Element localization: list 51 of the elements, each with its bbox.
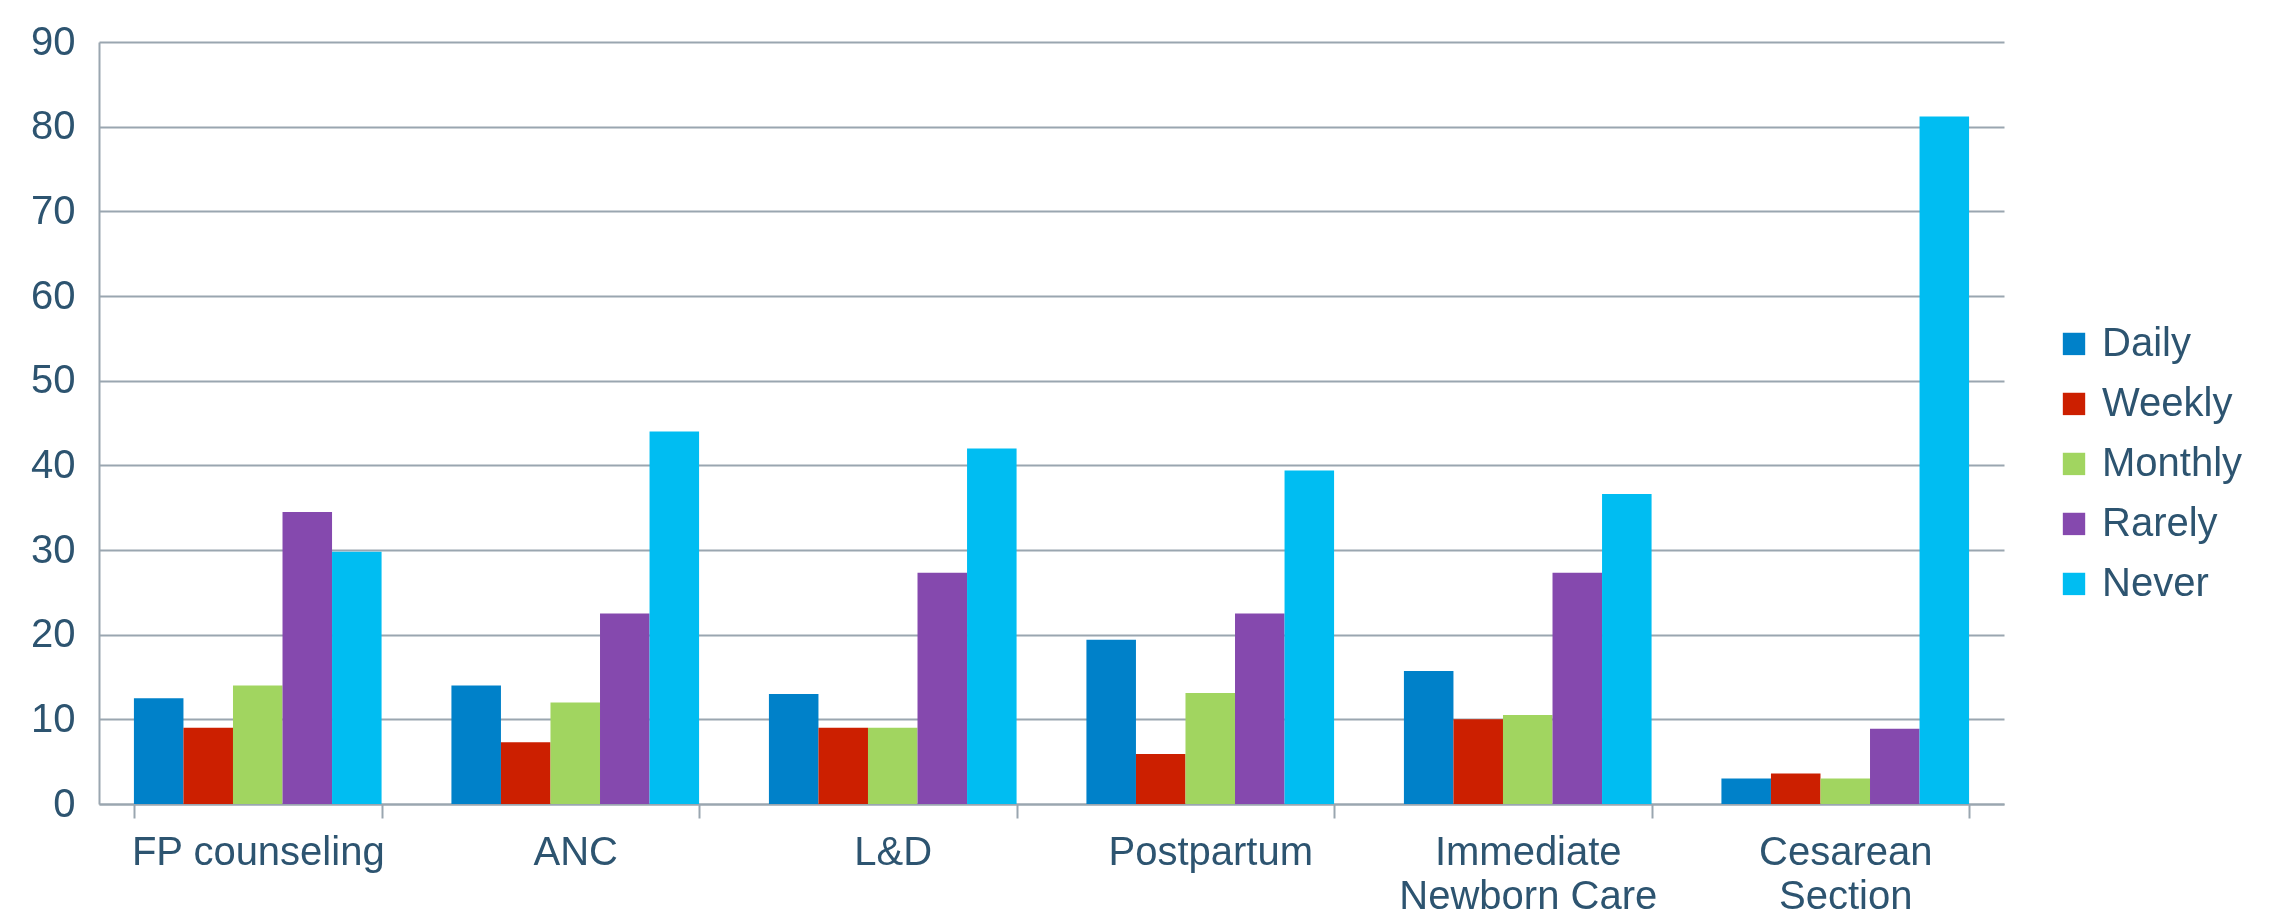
bar	[500, 742, 551, 804]
bar	[1135, 754, 1186, 804]
bar	[282, 511, 333, 804]
bar	[1919, 116, 1970, 804]
bar	[451, 685, 501, 804]
x-tick-label: L&D	[854, 828, 933, 873]
legend-label: Weekly	[2102, 379, 2233, 424]
bar	[1870, 728, 1920, 804]
bar	[1770, 773, 1821, 804]
bar	[967, 448, 1017, 804]
bar	[649, 431, 700, 804]
bar	[818, 727, 868, 804]
bar	[1502, 715, 1553, 804]
legend-label: Rarely	[2102, 499, 2218, 544]
bar	[183, 727, 233, 804]
x-tick-label: FP counseling	[131, 828, 385, 873]
bar	[1453, 719, 1503, 804]
bar	[1086, 639, 1136, 804]
bar	[332, 551, 382, 804]
bar	[1185, 693, 1236, 804]
y-tick-label: 20	[31, 611, 76, 656]
bar	[1284, 470, 1335, 804]
legend-label: Monthly	[2102, 439, 2243, 484]
y-tick-label: 90	[31, 18, 76, 63]
bar	[768, 693, 819, 804]
y-tick-label: 10	[31, 695, 76, 740]
y-tick-label: 60	[31, 272, 76, 317]
bar	[867, 727, 918, 804]
bar	[232, 685, 283, 804]
y-tick-label: 80	[31, 103, 76, 148]
y-tick-label: 50	[31, 357, 76, 402]
bar	[1820, 778, 1871, 804]
bar	[1552, 572, 1603, 804]
y-tick-label: 70	[31, 187, 76, 232]
bar	[1721, 778, 1771, 804]
bar	[917, 572, 968, 804]
legend-label: Never	[2102, 559, 2209, 604]
y-tick-label: 30	[31, 526, 76, 571]
bar	[1602, 494, 1652, 804]
bar	[133, 698, 184, 804]
x-tick-label: Immediate Newborn Care	[1399, 828, 1658, 917]
bar	[1403, 671, 1454, 804]
x-tick-label: ANC	[533, 828, 618, 873]
bar	[550, 702, 601, 804]
bar	[600, 613, 650, 804]
bar	[1235, 613, 1285, 804]
y-tick-label: 40	[31, 441, 76, 486]
x-tick-label: Postpartum	[1108, 828, 1314, 873]
x-tick-label: Cesarean Section	[1759, 828, 1933, 917]
legend-label: Daily	[2102, 319, 2191, 364]
y-tick-label: 0	[53, 780, 76, 825]
